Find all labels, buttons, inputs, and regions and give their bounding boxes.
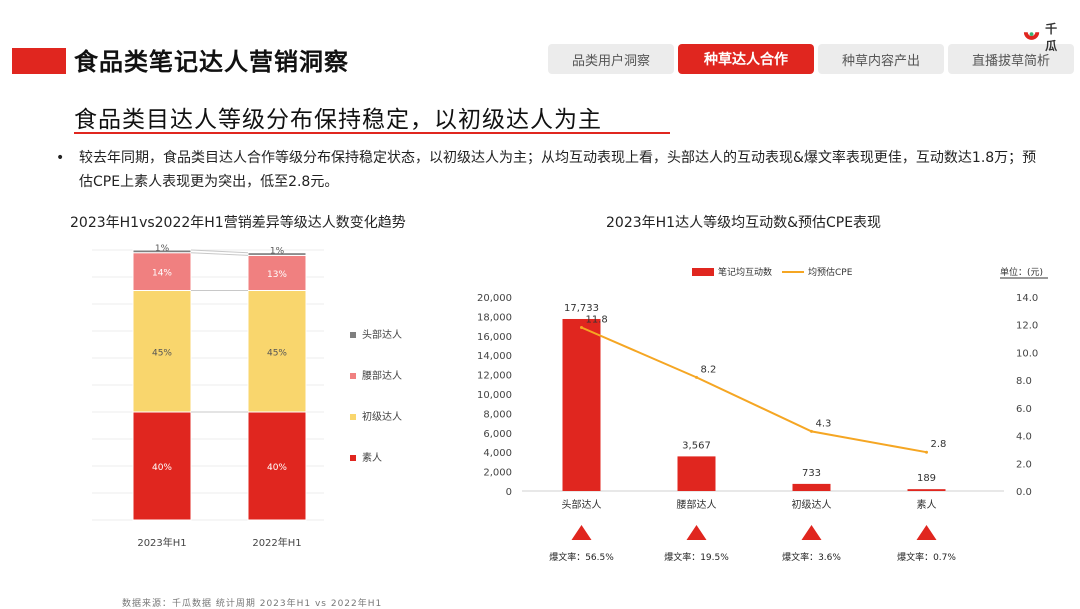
y-left-tick-label: 6,000 <box>483 429 512 440</box>
stacked-bar-segment <box>247 411 307 521</box>
legend-swatch <box>350 455 356 461</box>
bar-line-chart: 笔记均互动数 均预估CPE 单位：(元) 0 2,000 4,000 6,000 8,000 1… <box>477 266 1048 563</box>
segment-label: 13% <box>267 270 287 280</box>
title-accent-bar <box>12 48 66 74</box>
bar <box>677 456 716 491</box>
segment-connector <box>190 249 249 254</box>
bar-value-label: 3,567 <box>682 440 711 451</box>
bar-value-label: 733 <box>802 468 821 479</box>
cpe-value-label: 8.2 <box>701 364 717 375</box>
legend-swatch-bar <box>692 268 714 276</box>
cpe-point <box>810 429 813 433</box>
cpe-point <box>695 375 698 379</box>
footer-source: 数据来源：千瓜数据 统计周期 2023年H1 vs 2022年H1 <box>122 599 383 609</box>
segment-label: 14% <box>152 269 172 279</box>
bar-value-label: 189 <box>917 473 936 484</box>
legend-label: 头部达人 <box>362 328 402 341</box>
segment-connector <box>190 252 249 256</box>
bar-value-label: 17,733 <box>564 303 599 314</box>
y-right-tick-label: 4.0 <box>1016 432 1032 443</box>
y-right-tick-label: 14.0 <box>1016 293 1038 304</box>
legend-swatch <box>350 332 356 338</box>
x-tick-label: 素人 <box>917 498 937 511</box>
x-tick-label: 头部达人 <box>562 498 602 511</box>
segment-label: 40% <box>267 463 287 473</box>
y-left-tick-label: 8,000 <box>483 409 512 420</box>
legend-label-bar: 笔记均互动数 <box>718 266 772 278</box>
cpe-point <box>925 450 928 454</box>
summary-text: 较去年同期，食品类目达人合作等级分布保持稳定状态，以初级达人为主；从均互动表现上… <box>79 150 1037 190</box>
melon-logo-icon <box>1023 32 1040 40</box>
legend-label: 初级达人 <box>362 410 402 423</box>
y-left-tick-label: 16,000 <box>477 332 512 343</box>
bullet-dot: • <box>56 150 65 166</box>
chart1-title: 2023年H1vs2022年H1营销差异等级达人数变化趋势 <box>70 215 406 231</box>
y-left-tick-label: 18,000 <box>477 312 512 323</box>
stacked-bar-segment <box>132 252 192 291</box>
x-tick-label: 2023年H1 <box>137 536 186 549</box>
slide: 食品类笔记达人营销洞察 品类用户洞察 种草达人合作 种草内容产出 直播拔草简析 … <box>12 10 1074 609</box>
x-tick-label: 初级达人 <box>792 498 832 511</box>
stacked-bar-segment <box>247 290 307 413</box>
viral-rate-triangle <box>801 525 822 540</box>
legend-label: 素人 <box>362 451 382 464</box>
segment-label: 1% <box>155 244 170 254</box>
chart2-title: 2023年H1达人等级均互动数&预估CPE表现 <box>606 215 882 231</box>
y-right-tick-label: 2.0 <box>1016 459 1032 470</box>
unit-label: 单位：(元) <box>1000 266 1043 278</box>
stacked-bar-segment <box>132 411 192 521</box>
y-right-tick-label: 8.0 <box>1016 376 1032 387</box>
legend-swatch <box>350 414 356 420</box>
cpe-line <box>581 326 927 454</box>
cpe-value-label: 11.8 <box>586 314 608 325</box>
y-left-tick-label: 2,000 <box>483 468 512 479</box>
stacked-bar-segment <box>247 254 307 291</box>
y-left-tick-label: 14,000 <box>477 351 512 362</box>
viral-rate-triangle <box>916 525 937 540</box>
y-right-tick-label: 6.0 <box>1016 404 1032 415</box>
legend-swatch <box>350 373 356 379</box>
bar <box>907 489 946 491</box>
section-title: 食品类目达人等级分布保持稳定，以初级达人为主 <box>74 107 602 133</box>
bar <box>562 318 601 491</box>
viral-rate-label: 爆文率：0.7% <box>897 551 956 563</box>
segment-label: 45% <box>267 348 287 358</box>
brand-logo: 千瓜 <box>1022 20 1068 54</box>
y-right-tick-label: 10.0 <box>1016 348 1038 359</box>
segment-label: 1% <box>270 247 285 257</box>
viral-rate-triangle <box>686 525 707 540</box>
tab-seeding-content[interactable]: 种草内容产出 <box>818 44 944 74</box>
viral-rate-label: 爆文率：19.5% <box>664 551 729 563</box>
stacked-bar-segment <box>247 252 307 256</box>
x-tick-label: 2022年H1 <box>252 536 301 549</box>
y-left-tick-label: 10,000 <box>477 390 512 401</box>
segment-label: 40% <box>152 463 172 473</box>
viral-rate-triangle <box>571 525 592 540</box>
y-left-tick-label: 20,000 <box>477 293 512 304</box>
tab-seeding-influencer[interactable]: 种草达人合作 <box>678 44 814 74</box>
legend-label-line: 均预估CPE <box>808 266 853 278</box>
viral-rate-label: 爆文率：3.6% <box>782 551 841 563</box>
cpe-point <box>580 325 583 329</box>
page-title: 食品类笔记达人营销洞察 <box>74 48 349 76</box>
tab-category-user-insight[interactable]: 品类用户洞察 <box>548 44 674 74</box>
y-right-tick-label: 0.0 <box>1016 487 1032 498</box>
cpe-value-label: 2.8 <box>931 439 947 450</box>
y-left-tick-label: 4,000 <box>483 448 512 459</box>
logo-text: 千瓜 <box>1045 22 1058 53</box>
segment-label: 45% <box>152 348 172 358</box>
y-right-tick-label: 12.0 <box>1016 321 1038 332</box>
viral-rate-label: 爆文率：56.5% <box>549 551 614 563</box>
y-left-tick-label: 0 <box>506 487 512 498</box>
y-left-tick-label: 12,000 <box>477 371 512 382</box>
tab-live-commerce[interactable]: 直播拔草简析 <box>948 44 1074 74</box>
legend-label: 腰部达人 <box>362 369 402 382</box>
stacked-bar-chart: 40% 45% 14% 1% 2023年H1 40% 45% 13% 1% 2022年H1 头部达人… <box>92 244 402 549</box>
cpe-value-label: 4.3 <box>816 418 832 429</box>
section-title-underline <box>74 132 670 134</box>
stacked-bar-segment <box>132 249 192 254</box>
bar <box>792 483 831 491</box>
x-tick-label: 腰部达人 <box>677 498 717 511</box>
stacked-bar-segment <box>132 290 192 413</box>
